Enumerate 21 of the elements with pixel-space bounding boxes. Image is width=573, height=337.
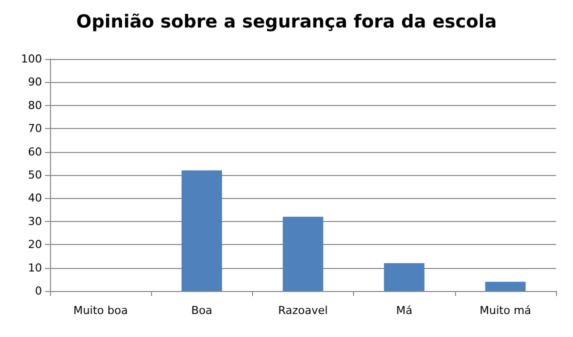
y-tick-label: 80 — [28, 98, 42, 112]
y-tick-label: 10 — [28, 261, 42, 274]
y-tick-label: 90 — [28, 76, 42, 89]
x-tick-label: Boa — [191, 304, 212, 317]
y-tick-label: 100 — [21, 52, 42, 66]
y-tick-label: 70 — [28, 122, 42, 136]
y-tick-label: 30 — [28, 214, 42, 228]
x-tick-label: Razoavel — [278, 304, 328, 317]
y-tick-label: 40 — [28, 192, 42, 205]
chart-title: Opinião sobre a segurança fora da escola — [76, 12, 497, 32]
x-tick-label: Muito má — [480, 304, 532, 317]
bar — [384, 263, 424, 291]
bar — [485, 282, 526, 291]
y-tick-label: 50 — [28, 168, 42, 182]
y-tick-label: 20 — [28, 238, 42, 252]
y-tick-label: 60 — [28, 145, 42, 158]
x-tick-label: Muito boa — [73, 304, 128, 317]
bar — [282, 216, 324, 291]
y-tick-label: 0 — [35, 284, 42, 298]
bar — [182, 170, 222, 291]
x-tick-label: Má — [396, 304, 412, 317]
